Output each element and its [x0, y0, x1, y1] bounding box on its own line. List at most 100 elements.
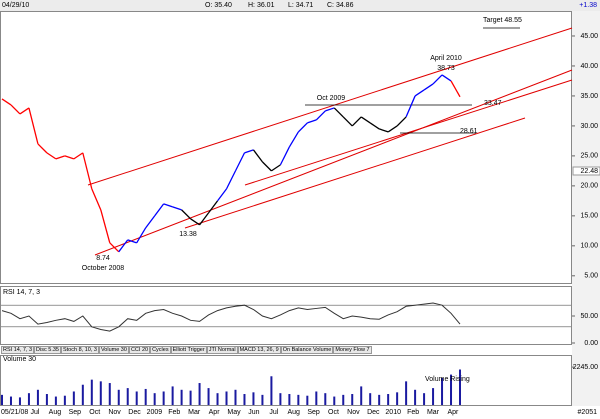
volume-bar [216, 393, 219, 405]
indicator-tab[interactable]: Elliott Trigger [170, 346, 207, 354]
x-tick-label: Apr [447, 409, 459, 416]
date: 04/29/10 [2, 2, 29, 9]
price-segment [234, 152, 246, 172]
indicator-tab[interactable]: RSI 14, 7, 3 [1, 346, 35, 354]
price-segment [37, 143, 48, 154]
volume-bar [207, 388, 210, 405]
y-tick-label: 15.00 [580, 213, 598, 220]
volume-bar [351, 394, 354, 405]
price-segment [288, 131, 299, 148]
price-segment [154, 203, 165, 217]
x-tick-label: Mar [188, 409, 201, 416]
volume-bar [162, 391, 165, 405]
price-segment [28, 107, 39, 145]
x-tick-label: Jul [31, 409, 40, 416]
x-tick-label: May [227, 409, 241, 416]
volume-bar [99, 381, 102, 405]
y-tick-label: 25.00 [580, 153, 598, 160]
price-segment [127, 239, 137, 244]
indicator-tab[interactable]: On Balance Volume [280, 346, 334, 354]
x-tick-label: Feb [407, 409, 419, 416]
volume-bar [180, 389, 183, 405]
indicator-tabs: RSI 14, 7, 3 Disc 5.35 Stoch 8, 10, 3 Volum… [1, 346, 372, 354]
price-segment [217, 188, 228, 202]
volume-bar [288, 394, 291, 405]
price-segment [405, 95, 416, 118]
volume-bar [378, 394, 381, 405]
price-segment [414, 89, 425, 97]
indicator-tab[interactable]: CCI 20 [128, 346, 151, 354]
x-tick-label: Aug [49, 409, 62, 416]
volume-bar [72, 391, 75, 405]
indicator-tab[interactable]: Money Flow 7 [333, 346, 372, 354]
price-segment [208, 200, 219, 214]
y-tick-label: 0.00 [584, 340, 598, 347]
volume-bar [387, 394, 390, 405]
volume-bar [189, 390, 192, 405]
price-segment [423, 83, 434, 91]
low: L: 34.71 [288, 2, 313, 9]
panel-title: Volume 30 [3, 356, 36, 363]
x-tick-label: Dec [128, 409, 141, 416]
y-tick-label: 30.00 [580, 123, 598, 130]
volume-bar [54, 396, 57, 405]
price-segment [225, 170, 237, 190]
annotation: April 2010 [430, 55, 462, 62]
indicator-tab[interactable]: Stoch 8, 10, 3 [60, 346, 99, 354]
x-tick-label: Sep [307, 409, 320, 416]
volume-bar [333, 396, 336, 405]
x-tick-label: Oct [89, 409, 100, 416]
price-segment [190, 218, 200, 226]
change: +1.38 [579, 2, 597, 9]
volume-bar [252, 392, 255, 405]
panel-title: RSI 14, 7, 3 [3, 289, 40, 296]
volume-bar [135, 391, 138, 405]
indicator-tab[interactable]: MACD 13, 26, 9 [237, 346, 281, 354]
y-tick-label: 35.00 [580, 93, 598, 100]
price-segment [325, 107, 335, 112]
annotation: 28.61 [460, 128, 478, 135]
volume-bar [153, 393, 156, 405]
price-segment [64, 155, 75, 160]
price-segment [297, 122, 308, 133]
y-tick-label: 45.00 [580, 33, 598, 40]
volume-bar [63, 395, 66, 405]
rsi-panel [0, 286, 572, 345]
x-tick-label: Oct [328, 409, 339, 416]
price-segment [244, 149, 254, 154]
volume-bar [90, 379, 93, 405]
price-segment [10, 104, 21, 115]
volume-bar [459, 369, 461, 405]
price-segment [73, 152, 84, 160]
indicator-tab[interactable]: Volume 30 [98, 346, 129, 354]
price-segment [333, 107, 344, 118]
price-segment [450, 80, 461, 98]
indicator-line [1, 302, 461, 332]
price-segment [271, 164, 281, 172]
volume-bar [414, 389, 417, 405]
indicator-tab[interactable]: Disc 5.35 [34, 346, 61, 354]
annotation: 13.38 [179, 231, 197, 238]
open: O: 35.40 [205, 2, 232, 9]
x-tick-label: Apr [209, 409, 221, 416]
price-segment [136, 227, 147, 244]
indicator-tab[interactable]: Cycles [150, 346, 171, 354]
volume-panel [0, 355, 572, 406]
high: H: 36.01 [248, 2, 275, 9]
x-tick-label: Nov [347, 409, 360, 416]
price-marker [572, 166, 600, 176]
volume-bar [261, 394, 264, 405]
price-segment [163, 203, 173, 208]
price-segment [199, 212, 210, 226]
volume-bar [360, 386, 363, 405]
indicator-tab[interactable]: JTI Normal [206, 346, 238, 354]
price-segment [351, 116, 362, 127]
volume-bar [423, 393, 426, 405]
price-segment [261, 161, 272, 172]
price-panel [0, 11, 572, 284]
price-segment [19, 107, 30, 115]
y-tick-label: 40.00 [580, 63, 598, 70]
volume-bar [270, 376, 273, 405]
x-tick-label: Nov [108, 409, 121, 416]
